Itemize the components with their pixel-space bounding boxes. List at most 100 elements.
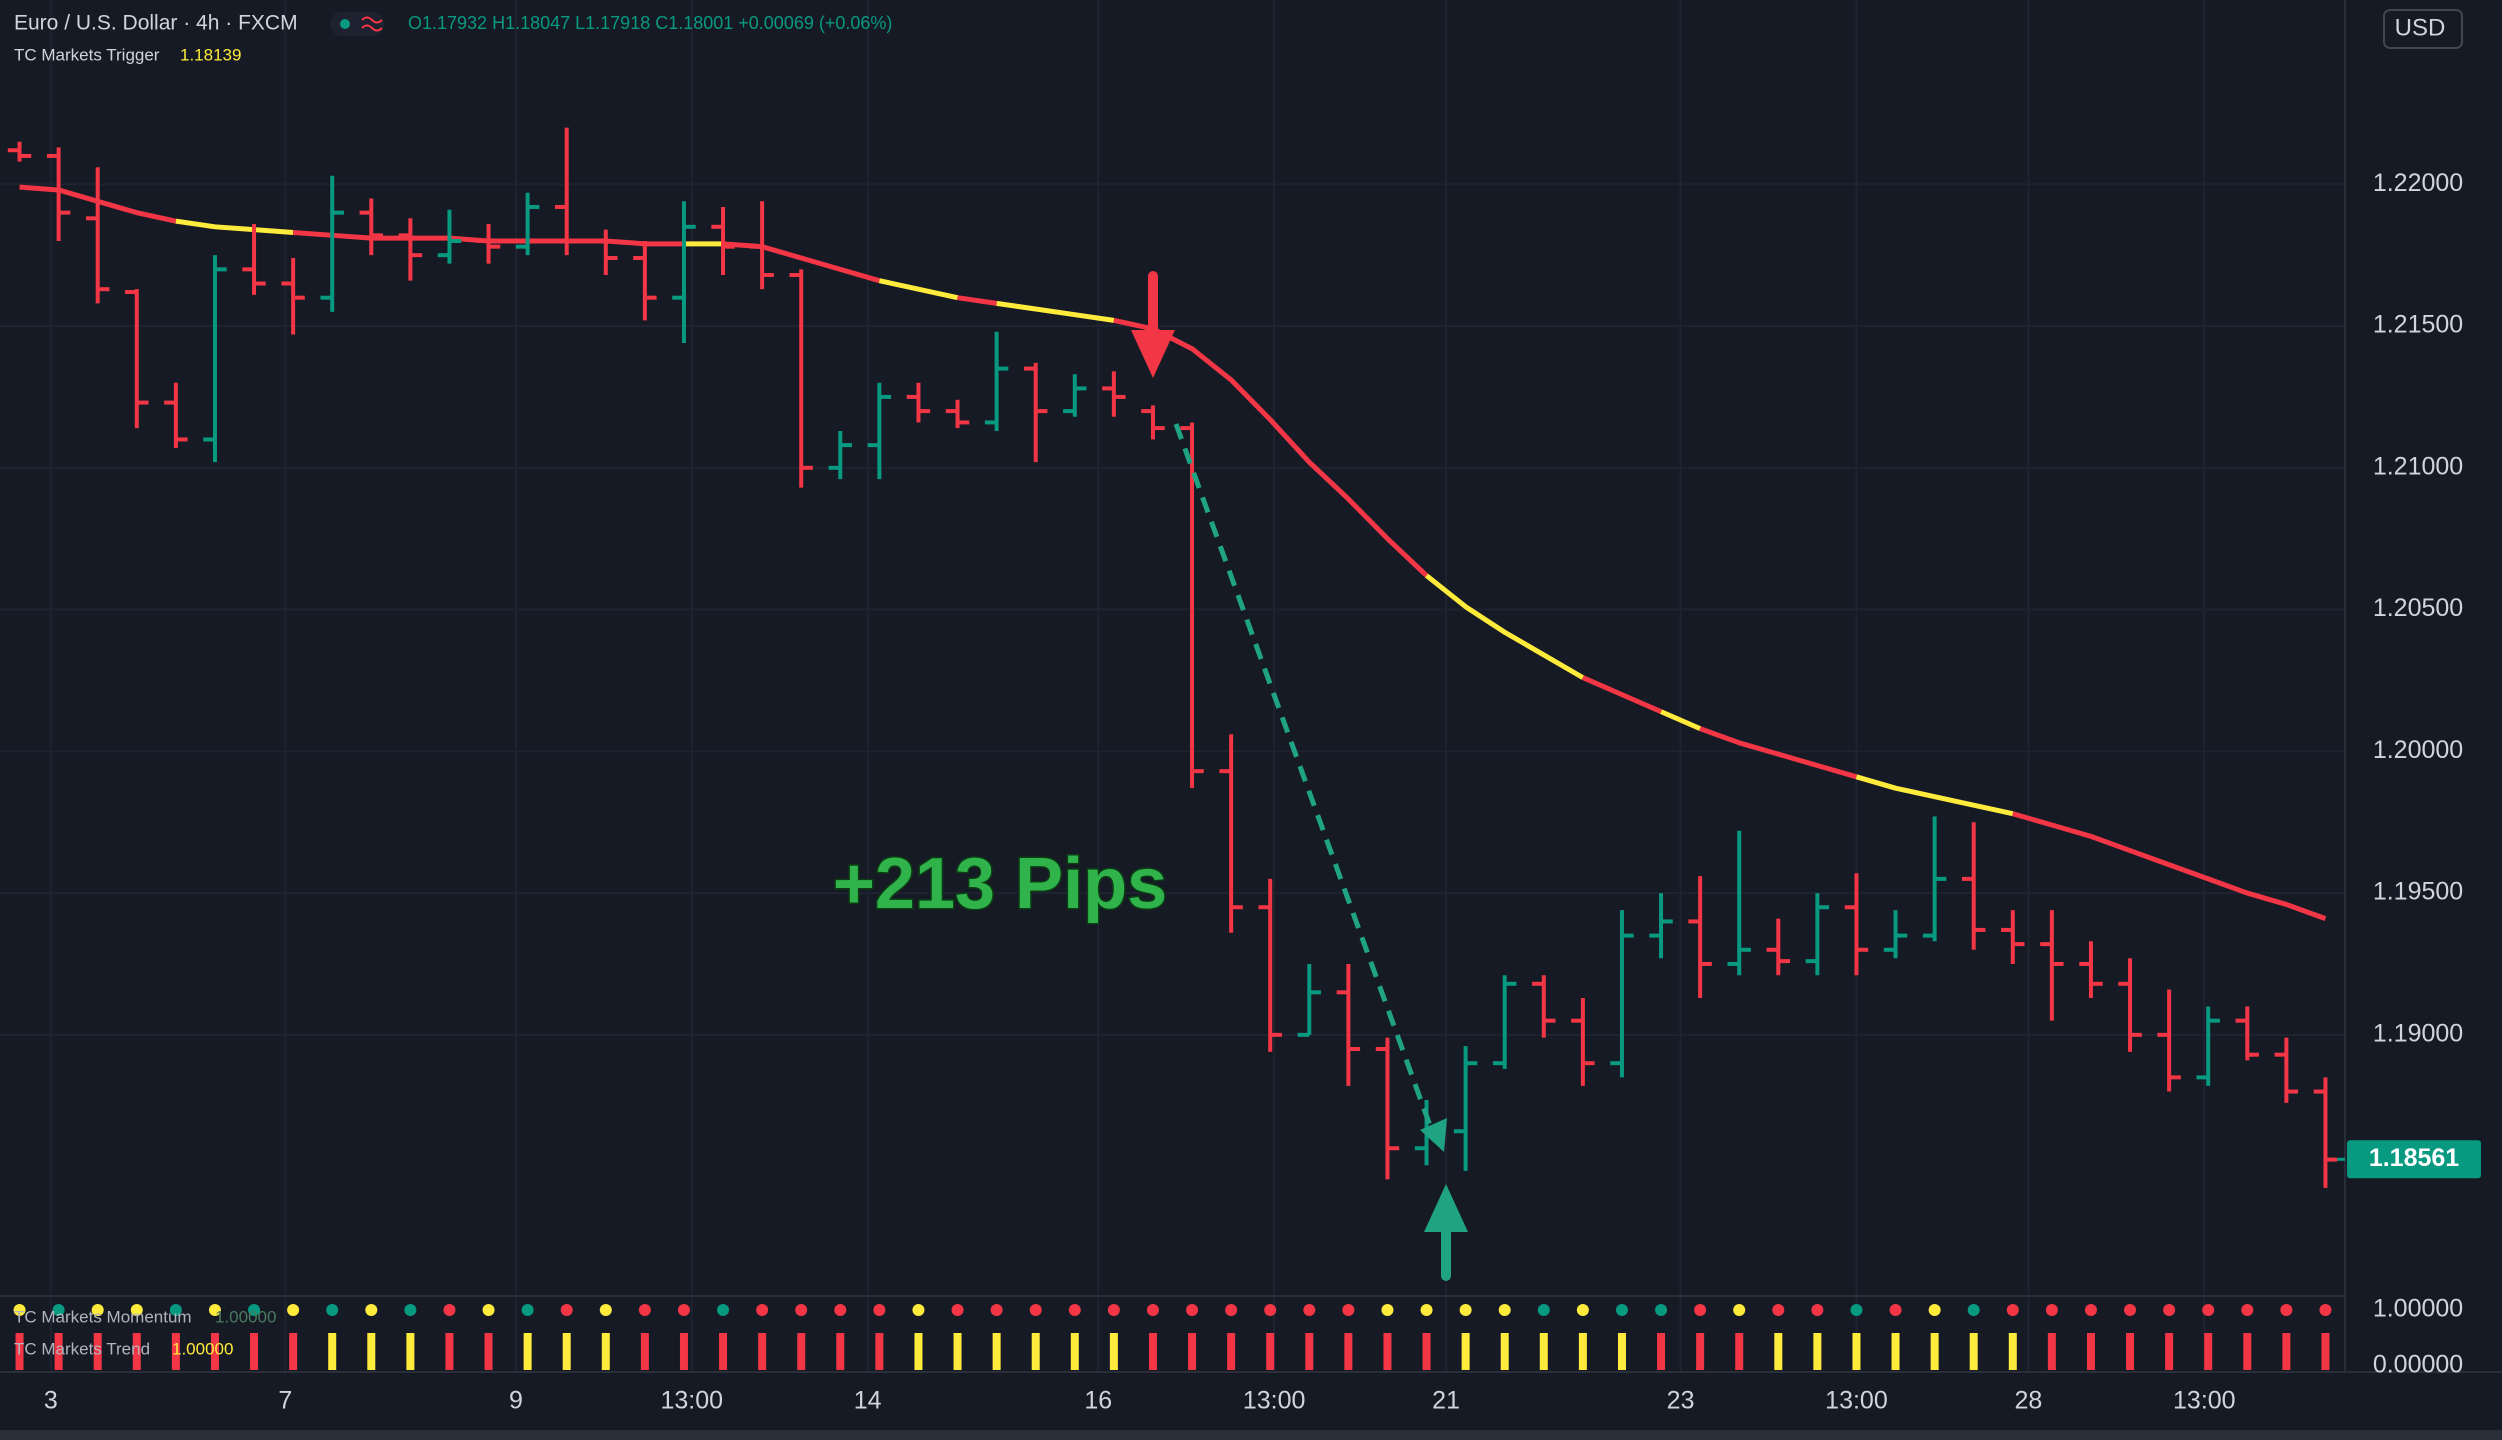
trend-bar — [1735, 1333, 1744, 1370]
ohlc-header: O1.17932 H1.18047 L1.17918 C1.18001 +0.0… — [408, 13, 892, 33]
momentum-dot — [1576, 1304, 1589, 1316]
currency-label[interactable]: USD — [2395, 14, 2446, 41]
trend-bar — [1774, 1333, 1783, 1370]
trend-bar — [1070, 1333, 1079, 1370]
trend-bar — [2321, 1333, 2330, 1370]
momentum-dot — [326, 1304, 339, 1316]
x-tick-label: 13:00 — [660, 1387, 723, 1415]
x-tick-label: 23 — [1667, 1387, 1695, 1415]
momentum-dot — [638, 1304, 651, 1316]
trend-bar — [679, 1333, 688, 1370]
status-icons — [330, 12, 384, 36]
y-tick-label: 1.20000 — [2373, 736, 2463, 764]
trend-bar — [1617, 1333, 1626, 1370]
momentum-dot — [1733, 1304, 1746, 1316]
momentum-dot — [2006, 1304, 2019, 1316]
y-tick-label: 1.21000 — [2373, 452, 2463, 480]
last-price-label: 1.18561 — [2369, 1144, 2459, 1172]
x-tick-label: 7 — [278, 1387, 292, 1415]
momentum-dot — [1342, 1304, 1355, 1316]
trigger-line — [1581, 675, 1663, 714]
symbol-title: Euro / U.S. Dollar · 4h · FXCM — [14, 12, 298, 35]
trend-bar — [171, 1333, 180, 1370]
trend-bar — [1500, 1333, 1509, 1370]
trend-bar — [15, 1333, 24, 1370]
momentum-dot — [599, 1304, 612, 1316]
sell-arrow — [1131, 271, 1175, 378]
momentum-dot — [404, 1304, 417, 1316]
trend-bar — [1188, 1333, 1197, 1370]
momentum-dot — [1186, 1304, 1199, 1316]
momentum-dot — [1420, 1304, 1433, 1316]
momentum-dot — [1928, 1304, 1941, 1316]
trend-bar — [797, 1333, 806, 1370]
trigger-line — [1660, 709, 1702, 731]
trend-axis-label: 0.00000 — [2373, 1351, 2463, 1379]
y-tick-label: 1.21500 — [2373, 311, 2463, 339]
trend-bar — [1969, 1333, 1978, 1370]
momentum-dot — [1264, 1304, 1277, 1316]
x-tick-label: 13:00 — [1825, 1387, 1888, 1415]
momentum-dot — [482, 1304, 495, 1316]
indicator-value: 1.18139 — [180, 45, 241, 64]
x-tick-label: 14 — [854, 1387, 882, 1415]
trend-bar — [2126, 1333, 2135, 1370]
trend-bar — [523, 1333, 532, 1370]
momentum-dot — [1459, 1304, 1472, 1316]
momentum-dot — [2163, 1304, 2176, 1316]
trend-bar — [875, 1333, 884, 1370]
trigger-line — [996, 300, 1115, 323]
trend-bar — [1422, 1333, 1431, 1370]
y-tick-label: 1.19500 — [2373, 878, 2463, 906]
momentum-dot — [912, 1304, 925, 1316]
trigger-line — [175, 218, 294, 235]
x-tick-label: 13:00 — [2173, 1387, 2236, 1415]
trigger-line — [1424, 573, 1585, 680]
trend-bar — [250, 1333, 259, 1370]
trend-bar — [640, 1333, 649, 1370]
momentum-dot — [1068, 1304, 1081, 1316]
trigger-line — [878, 278, 959, 301]
status-dot — [340, 19, 350, 29]
trend-bar — [2047, 1333, 2056, 1370]
y-tick-label: 1.20500 — [2373, 594, 2463, 622]
trigger-line — [722, 241, 881, 284]
trend-bar — [758, 1333, 767, 1370]
trend-bar — [484, 1333, 493, 1370]
trend-bar — [992, 1333, 1001, 1370]
x-tick-label: 13:00 — [1243, 1387, 1306, 1415]
annotation: +213 Pips — [833, 844, 1167, 924]
momentum-dot — [1615, 1304, 1628, 1316]
trend-bar — [1266, 1333, 1275, 1370]
trend-bar — [1539, 1333, 1548, 1370]
trend-bar — [1383, 1333, 1392, 1370]
trend-bar — [1109, 1333, 1118, 1370]
momentum-dot — [1107, 1304, 1120, 1316]
trend-bar — [2086, 1333, 2095, 1370]
trend-bar — [601, 1333, 610, 1370]
momentum-dot — [1381, 1304, 1394, 1316]
plot — [7, 127, 2338, 1370]
trend-bar — [367, 1333, 376, 1370]
momentum-dot — [1537, 1304, 1550, 1316]
momentum-dot — [521, 1304, 534, 1316]
trigger-line — [1855, 774, 2014, 817]
momentum-dot — [443, 1304, 456, 1316]
momentum-dot — [2319, 1304, 2332, 1316]
trend-bar — [1148, 1333, 1157, 1370]
momentum-dot — [951, 1304, 964, 1316]
x-tick-label: 21 — [1432, 1387, 1460, 1415]
momentum-dot — [1498, 1304, 1511, 1316]
trend-bar — [836, 1333, 845, 1370]
trend-bar — [132, 1333, 141, 1370]
currency-button[interactable] — [2383, 9, 2463, 49]
last-price-box — [2347, 1140, 2481, 1179]
momentum-dot — [873, 1304, 886, 1316]
momentum-dot — [1225, 1304, 1238, 1316]
momentum-dot — [1303, 1304, 1316, 1316]
trend-bar — [1344, 1333, 1353, 1370]
buy-arrow — [1424, 1184, 1468, 1281]
